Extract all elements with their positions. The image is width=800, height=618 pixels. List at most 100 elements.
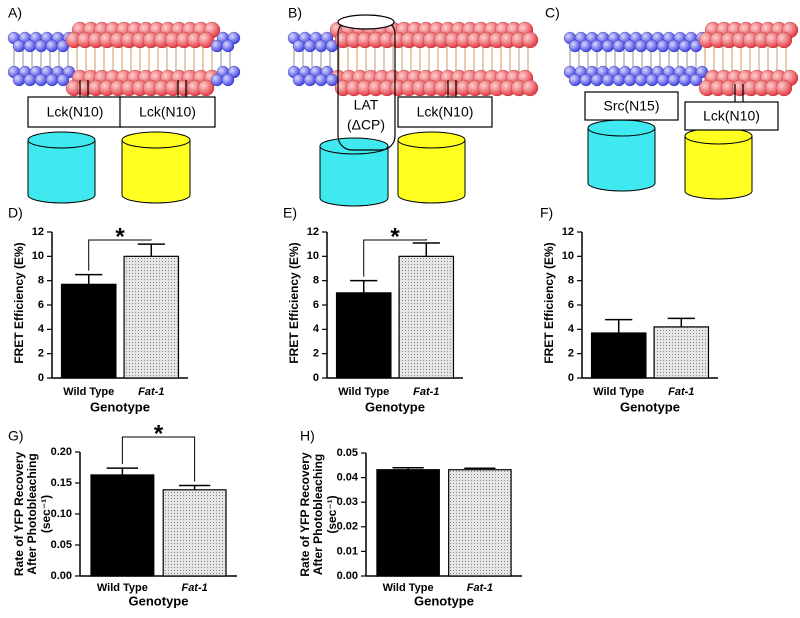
y-tick-label: 0.00	[337, 570, 358, 582]
y-tick-label: 4	[38, 323, 45, 335]
lipid-head	[45, 73, 59, 87]
panel-label: B)	[288, 5, 302, 21]
y-tick-label: 12	[307, 226, 319, 238]
y-tick-label: 12	[562, 226, 574, 238]
y-axis-label: FRET Efficiency (E%)	[287, 242, 301, 363]
lipid-head	[314, 73, 328, 87]
lipid-head	[667, 39, 681, 53]
x-tick-label: Fat-1	[668, 386, 694, 398]
label-box	[27, 96, 123, 128]
lipid-head	[210, 39, 224, 53]
lipid-head	[221, 73, 235, 87]
lipid-head	[292, 39, 306, 53]
cylinder-body	[397, 140, 466, 204]
error-bar	[605, 318, 633, 333]
box-label: Lck(N10)	[139, 104, 196, 120]
x-tick-label: Fat-1	[413, 386, 439, 398]
label-box	[397, 96, 493, 128]
panel-label: E)	[283, 205, 297, 221]
lipid-head	[601, 73, 615, 87]
y-axis-label: After Photobleaching	[25, 453, 39, 574]
lipid-head	[34, 73, 48, 87]
y-tick-label: 4	[568, 323, 575, 335]
lipid-head	[12, 73, 26, 87]
cylinder-top	[319, 137, 389, 155]
x-axis-label: Genotype	[90, 399, 150, 414]
significance-bracket	[363, 238, 427, 277]
cylinder	[587, 119, 656, 192]
x-tick-label: Fat-1	[181, 582, 207, 594]
membrane	[287, 21, 539, 97]
panel-label: H)	[300, 428, 315, 444]
box-label: Lck(N10)	[703, 108, 760, 124]
lipid-head	[568, 73, 582, 87]
lipid-head	[689, 73, 703, 87]
cylinder-body	[319, 146, 389, 207]
lipid-head	[303, 73, 317, 87]
panel-label: D)	[8, 205, 23, 221]
lipid-head	[612, 39, 626, 53]
cylinder	[397, 131, 466, 204]
y-tick-label: 0.01	[337, 545, 358, 557]
bar	[123, 255, 180, 379]
y-tick-label: 10	[307, 250, 319, 262]
bar	[60, 283, 117, 379]
y-tick-label: 6	[313, 299, 319, 311]
error-bar	[178, 484, 211, 490]
x-axis-label: Genotype	[620, 399, 680, 414]
lipid-head	[775, 79, 793, 97]
bar	[162, 489, 227, 577]
cylinder-body	[27, 140, 96, 204]
lipid-head	[23, 73, 37, 87]
box-label: Lck(N10)	[417, 104, 474, 120]
y-tick-label: 0.02	[337, 521, 358, 533]
error-bar	[350, 279, 378, 293]
y-tick-label: 0.05	[337, 447, 358, 459]
y-axis-label: FRET Efficiency (E%)	[12, 242, 26, 363]
bar	[376, 469, 440, 577]
y-tick-label: 0.03	[337, 496, 358, 508]
membrane	[563, 21, 799, 97]
label-box	[119, 96, 216, 128]
lipid-head	[623, 39, 637, 53]
bar	[335, 292, 392, 379]
significance-bracket	[121, 436, 196, 482]
cylinder-top	[27, 131, 96, 149]
y-tick-label: 0	[38, 372, 44, 384]
lipid-head	[656, 73, 670, 87]
lipid-head	[634, 39, 648, 53]
cylinder-body	[684, 136, 753, 200]
lipid-head	[579, 73, 593, 87]
cylinder	[319, 137, 389, 207]
panel-label: G)	[8, 428, 24, 444]
label-box	[684, 101, 779, 131]
y-tick-label: 8	[313, 275, 319, 287]
error-bar	[412, 242, 440, 257]
error-bar	[667, 317, 695, 327]
y-tick-label: 6	[568, 299, 574, 311]
lipid-head	[521, 31, 539, 49]
y-tick-label: 0.15	[51, 477, 72, 489]
lipid-head	[623, 73, 637, 87]
y-axis-label: Rate of YFP Recovery	[298, 452, 312, 577]
lat-label: LAT	[354, 97, 379, 113]
significance-bracket	[88, 239, 152, 271]
bar	[590, 332, 647, 379]
bar	[398, 255, 455, 379]
cylinder-body	[587, 128, 656, 192]
lipid-head	[775, 31, 793, 49]
lipid-head	[23, 39, 37, 53]
lipid-head	[56, 73, 70, 87]
x-tick-label: Wild Type	[593, 386, 644, 398]
label-box	[584, 91, 679, 121]
y-tick-label: 2	[38, 348, 44, 360]
panel-label: A)	[8, 5, 22, 21]
lipid-head	[521, 79, 539, 97]
y-axis-label: (sec⁻¹)	[39, 495, 53, 533]
x-tick-label: Wild Type	[63, 386, 114, 398]
error-bar	[137, 243, 165, 257]
cylinder	[684, 127, 753, 200]
y-axis-label: FRET Efficiency (E%)	[542, 242, 556, 363]
lipid-head	[197, 79, 215, 97]
